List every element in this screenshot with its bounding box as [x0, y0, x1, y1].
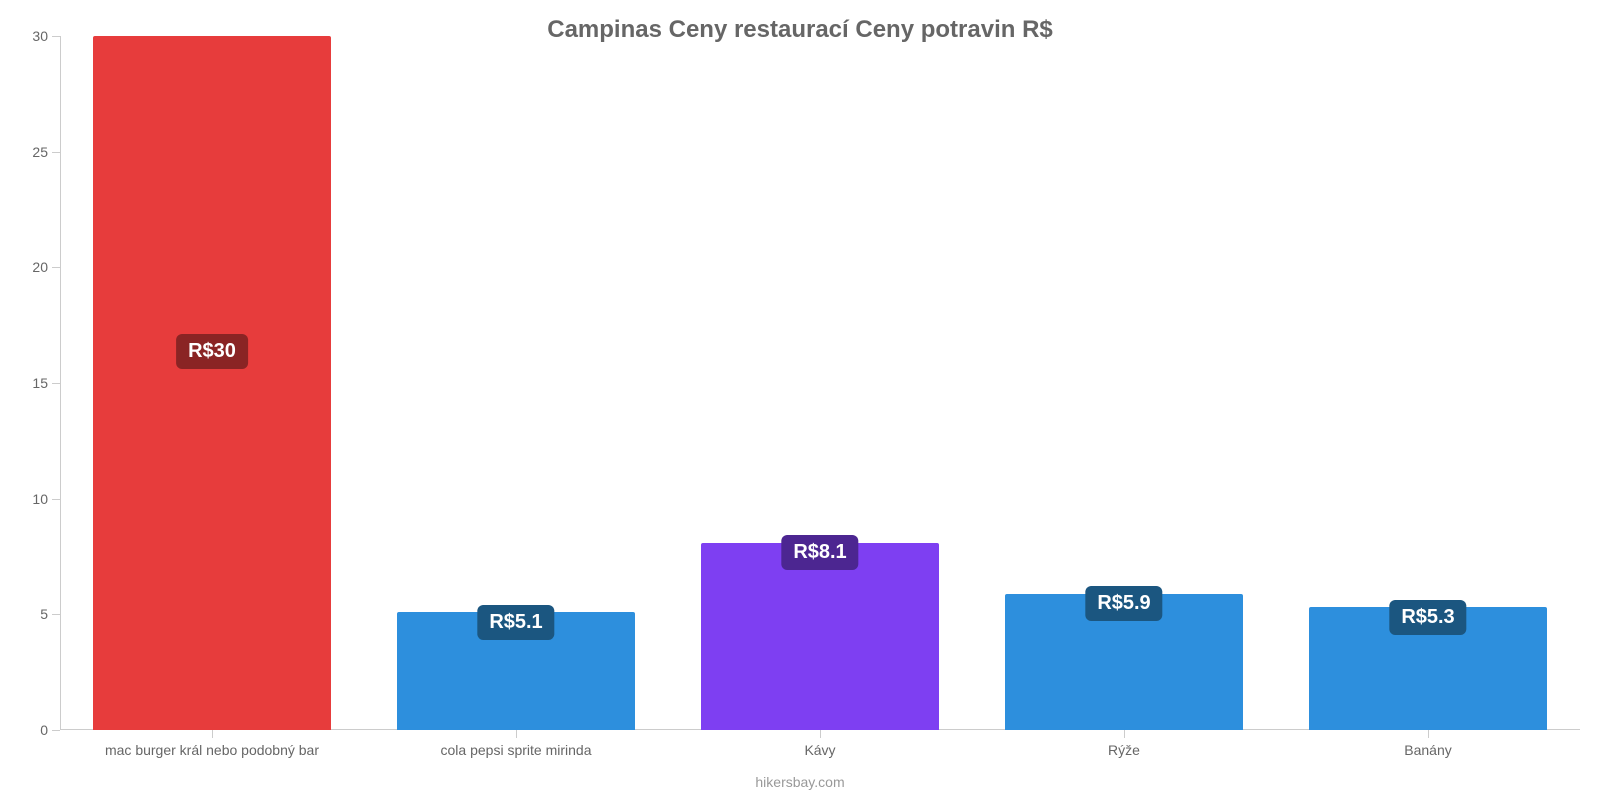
bar — [93, 36, 330, 730]
value-badge: R$5.3 — [1389, 600, 1466, 635]
value-badge: R$5.1 — [477, 605, 554, 640]
x-axis-label: Rýže — [1108, 730, 1140, 758]
x-axis-label: mac burger král nebo podobný bar — [105, 730, 319, 758]
bar — [701, 543, 938, 730]
source-attribution: hikersbay.com — [0, 774, 1600, 790]
y-tick-label: 20 — [32, 259, 60, 275]
price-bar-chart: Campinas Ceny restaurací Ceny potravin R… — [0, 0, 1600, 800]
value-badge: R$30 — [176, 334, 248, 369]
value-badge: R$8.1 — [781, 535, 858, 570]
y-tick-label: 15 — [32, 375, 60, 391]
y-tick-label: 25 — [32, 144, 60, 160]
y-tick-label: 30 — [32, 28, 60, 44]
x-axis-label: cola pepsi sprite mirinda — [441, 730, 592, 758]
bars-container: R$30 R$5.1 R$8.1 R$5.9 R$5.3 — [60, 36, 1580, 730]
plot-area: R$30R$5.1R$8.1R$5.9R$5.3 051015202530mac… — [60, 36, 1580, 730]
y-tick-label: 5 — [40, 606, 60, 622]
x-axis-label: Banány — [1404, 730, 1451, 758]
value-badge: R$5.9 — [1085, 586, 1162, 621]
x-axis-label: Kávy — [804, 730, 835, 758]
y-tick-label: 0 — [40, 722, 60, 738]
y-tick-label: 10 — [32, 491, 60, 507]
